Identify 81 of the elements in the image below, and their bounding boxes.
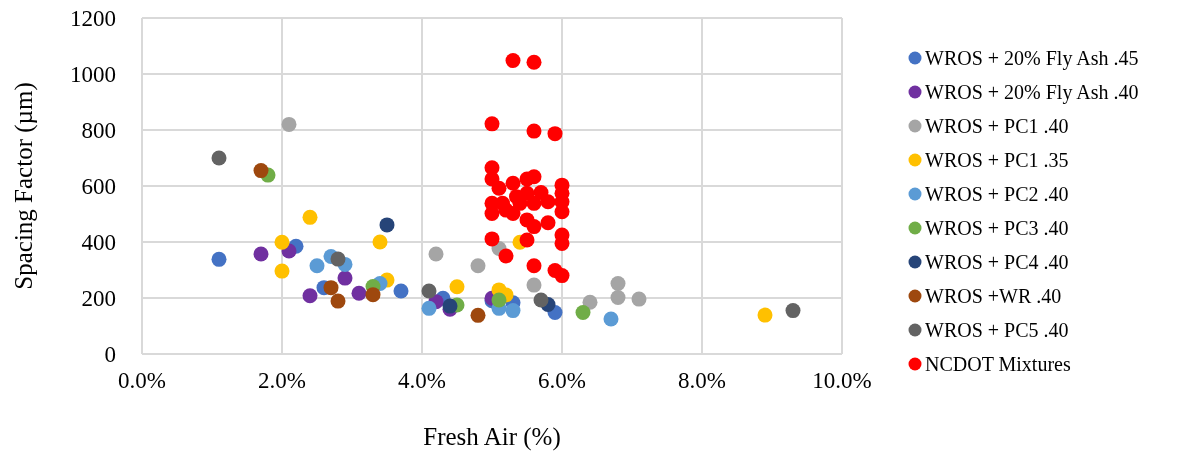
point [505, 303, 521, 319]
point [470, 307, 486, 323]
legend-label: NCDOT Mixtures [925, 353, 1071, 375]
point [582, 294, 598, 310]
point [428, 246, 444, 262]
point [323, 280, 339, 296]
point [540, 194, 556, 210]
legend-label: WROS + PC4 .40 [925, 251, 1069, 273]
point [526, 258, 542, 274]
point [253, 246, 269, 262]
y-tick-label: 600 [81, 174, 116, 200]
point [491, 180, 507, 196]
point [337, 270, 353, 286]
point [302, 288, 318, 304]
point [330, 293, 346, 309]
point [379, 217, 395, 233]
point [281, 116, 297, 132]
legend-label: WROS + PC1 .35 [925, 149, 1069, 171]
point [540, 215, 556, 231]
x-tick-label: 6.0% [538, 368, 586, 393]
x-tick-label: 10.0% [812, 368, 872, 393]
y-tick-label: 0 [104, 342, 116, 368]
x-axis-title: Fresh Air (%) [423, 423, 561, 451]
point [393, 283, 409, 299]
legend-label: WROS +WR .40 [925, 285, 1062, 307]
legend-label: WROS + PC2 .40 [925, 183, 1069, 205]
point [498, 248, 514, 264]
legend-label: WROS + 20% Fly Ash .45 [925, 47, 1139, 70]
point [484, 231, 500, 247]
point [351, 285, 367, 301]
point [785, 303, 801, 319]
point [421, 283, 437, 299]
point [575, 305, 591, 321]
y-axis-title: Spacing Factor (µm) [10, 82, 38, 290]
y-tick-label: 1200 [70, 6, 116, 32]
point [211, 251, 227, 267]
point [547, 126, 563, 142]
point [519, 171, 535, 187]
point [526, 123, 542, 139]
point [505, 175, 521, 191]
point [610, 275, 626, 291]
point [302, 209, 318, 225]
y-tick-label: 400 [81, 230, 116, 256]
point [491, 292, 507, 308]
point [631, 291, 647, 307]
point [372, 234, 388, 250]
point [211, 150, 227, 166]
y-tick-label: 1000 [70, 62, 116, 88]
point [603, 311, 619, 327]
legend-label: WROS + PC1 .40 [925, 115, 1069, 137]
point [421, 300, 437, 316]
x-tick-label: 2.0% [258, 368, 306, 393]
point [495, 195, 510, 211]
x-tick-label: 0.0% [118, 368, 166, 393]
point [757, 307, 773, 323]
point [526, 195, 542, 211]
point [309, 258, 325, 274]
x-tick-label: 8.0% [678, 368, 726, 393]
point [610, 289, 626, 305]
point [519, 232, 535, 248]
legend-label: WROS + PC5 .40 [925, 319, 1069, 341]
legend-label: WROS + PC3 .40 [925, 217, 1069, 239]
point [484, 116, 500, 132]
point [330, 251, 346, 267]
point [533, 292, 549, 308]
point [554, 268, 570, 284]
y-tick-label: 200 [81, 286, 116, 312]
point [274, 234, 290, 250]
point [526, 54, 542, 70]
point [365, 287, 381, 303]
point [526, 277, 542, 293]
point [554, 204, 570, 220]
x-tick-label: 4.0% [398, 368, 446, 393]
point [253, 163, 269, 179]
y-tick-label: 800 [81, 118, 116, 144]
point [449, 279, 465, 295]
legend-label: WROS + 20% Fly Ash .40 [925, 81, 1139, 104]
point [274, 263, 290, 279]
point [470, 258, 486, 274]
point [505, 53, 521, 69]
point [526, 219, 542, 235]
